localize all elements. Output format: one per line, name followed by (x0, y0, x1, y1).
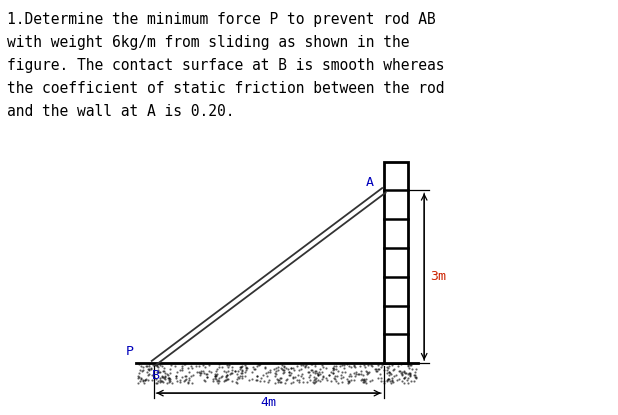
Text: and the wall at A is 0.20.: and the wall at A is 0.20. (7, 104, 235, 119)
Bar (384, 161, 408, 363)
Text: 1.Determine the minimum force P to prevent rod AB: 1.Determine the minimum force P to preve… (7, 12, 436, 27)
Text: the coefficient of static friction between the rod: the coefficient of static friction betwe… (7, 81, 445, 96)
Text: figure. The contact surface at B is smooth whereas: figure. The contact surface at B is smoo… (7, 58, 445, 73)
Text: A: A (365, 176, 373, 189)
Text: with weight 6kg/m from sliding as shown in the: with weight 6kg/m from sliding as shown … (7, 35, 410, 50)
Text: P: P (126, 344, 134, 358)
Text: B: B (153, 369, 160, 382)
Text: 3m: 3m (430, 270, 446, 283)
Text: 4m: 4m (261, 396, 277, 409)
